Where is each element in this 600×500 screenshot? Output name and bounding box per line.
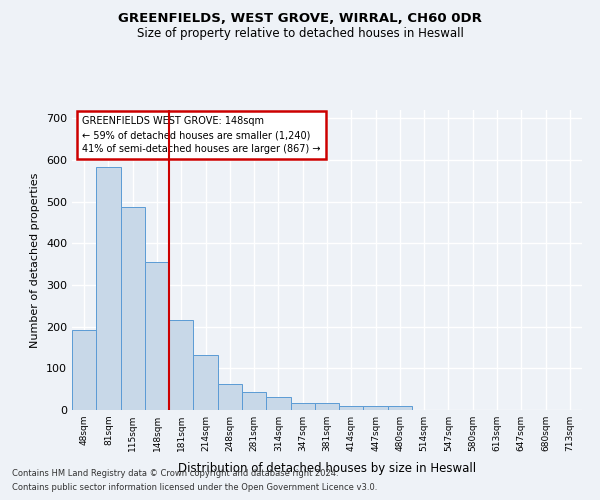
Bar <box>290 404 315 410</box>
Text: Contains public sector information licensed under the Open Government Licence v3: Contains public sector information licen… <box>12 484 377 492</box>
Bar <box>364 406 388 410</box>
Bar <box>266 397 290 410</box>
Bar <box>193 355 218 410</box>
Bar <box>242 392 266 410</box>
X-axis label: Distribution of detached houses by size in Heswall: Distribution of detached houses by size … <box>178 462 476 475</box>
Bar <box>218 384 242 410</box>
Bar <box>388 406 412 410</box>
Text: GREENFIELDS WEST GROVE: 148sqm
← 59% of detached houses are smaller (1,240)
41% : GREENFIELDS WEST GROVE: 148sqm ← 59% of … <box>82 116 320 154</box>
Y-axis label: Number of detached properties: Number of detached properties <box>31 172 40 348</box>
Bar <box>72 330 96 410</box>
Bar <box>96 167 121 410</box>
Bar <box>121 207 145 410</box>
Bar <box>315 404 339 410</box>
Text: Size of property relative to detached houses in Heswall: Size of property relative to detached ho… <box>137 28 463 40</box>
Bar <box>145 262 169 410</box>
Bar <box>169 320 193 410</box>
Text: Contains HM Land Registry data © Crown copyright and database right 2024.: Contains HM Land Registry data © Crown c… <box>12 468 338 477</box>
Bar <box>339 406 364 410</box>
Text: GREENFIELDS, WEST GROVE, WIRRAL, CH60 0DR: GREENFIELDS, WEST GROVE, WIRRAL, CH60 0D… <box>118 12 482 26</box>
